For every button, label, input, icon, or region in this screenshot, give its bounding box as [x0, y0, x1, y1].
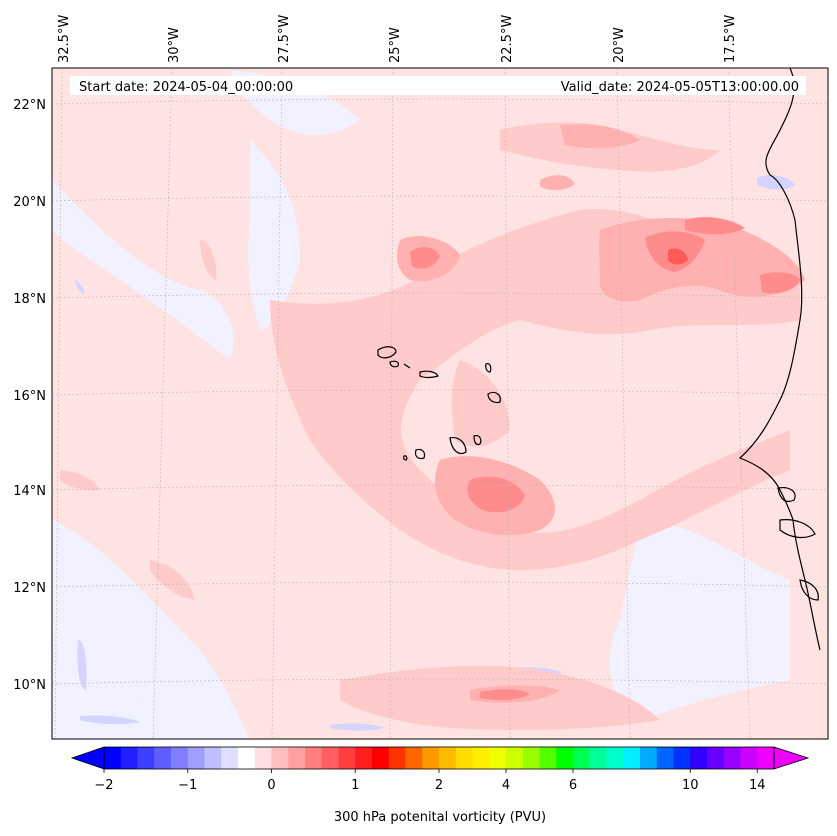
colorbar-segment [573, 747, 591, 769]
latitude-tick-labels: 22°N 20°N 18°N 16°N 14°N 12°N 10°N [13, 98, 46, 693]
colorbar-tick-label: 6 [569, 778, 577, 793]
colorbar-segment [489, 747, 507, 769]
colorbar-extend-low [70, 746, 105, 770]
colorbar-segment [254, 747, 272, 769]
lon-tick-label: 27.5°W [277, 15, 292, 63]
colorbar-tick-label: −2 [94, 778, 113, 793]
colorbar-segment [120, 747, 138, 769]
colorbar-segment [640, 747, 658, 769]
colorbar-segment [539, 747, 557, 769]
lon-tick-label: 25°W [388, 27, 403, 63]
colorbar-segment [690, 747, 708, 769]
map-border [51, 67, 829, 740]
colorbar-segment [137, 747, 155, 769]
colorbar [70, 746, 810, 770]
lat-tick-label: 12°N [13, 581, 46, 596]
lon-tick-label: 32.5°W [57, 15, 72, 63]
colorbar-segment [338, 747, 356, 769]
lon-tick-label: 20°W [612, 27, 627, 63]
start-date-label: Start date: 2024-05-04_00:00:00 [79, 80, 293, 95]
colorbar-segment [439, 747, 457, 769]
colorbar-segment [623, 747, 641, 769]
valid-date-label: Valid_date: 2024-05-05T13:00:00.00 [561, 80, 799, 95]
colorbar-tick-label: −1 [178, 778, 197, 793]
colorbar-segment [422, 747, 440, 769]
colorbar-segment [154, 747, 172, 769]
lon-tick-label: 30°W [167, 27, 182, 63]
colorbar-segment [187, 747, 205, 769]
lon-tick-label: 22.5°W [500, 15, 515, 63]
colorbar-segment [372, 747, 390, 769]
lat-tick-label: 10°N [13, 678, 46, 693]
lon-tick-label: 17.5°W [723, 15, 738, 63]
colorbar-tick-labels: −2 −1 0 1 2 4 6 10 14 [94, 769, 766, 793]
colorbar-segment [221, 747, 239, 769]
colorbar-segment [606, 747, 624, 769]
lat-tick-label: 22°N [13, 98, 46, 113]
colorbar-segment [288, 747, 306, 769]
colorbar-segment [472, 747, 490, 769]
colorbar-segment [238, 747, 256, 769]
lat-tick-label: 18°N [13, 292, 46, 307]
colorbar-segment [388, 747, 406, 769]
header-label-box [70, 76, 806, 95]
colorbar-tick-label: 14 [749, 778, 766, 793]
colorbar-segment [589, 747, 607, 769]
colorbar-tick-label: 4 [502, 778, 510, 793]
longitude-tick-labels: 32.5°W 30°W 27.5°W 25°W 22.5°W 20°W 17.5°W [57, 15, 738, 63]
colorbar-tick-label: 1 [351, 778, 359, 793]
colorbar-segment [405, 747, 423, 769]
colorbar-segment [740, 747, 758, 769]
colorbar-segment [355, 747, 373, 769]
colorbar-tick-label: 0 [267, 778, 275, 793]
colorbar-segment [506, 747, 524, 769]
colorbar-tick-label: 2 [435, 778, 443, 793]
colorbar-segment [455, 747, 473, 769]
pv-moderate-positive-areas [397, 124, 805, 703]
colorbar-segment [522, 747, 540, 769]
colorbar-title: 300 hPa potenital vorticity (PVU) [334, 810, 546, 825]
colorbar-segment [556, 747, 574, 769]
colorbar-tick-label: 10 [682, 778, 699, 793]
colorbar-segment [171, 747, 189, 769]
colorbar-segment [757, 747, 775, 769]
colorbar-segment [707, 747, 725, 769]
colorbar-segment [204, 747, 222, 769]
colorbar-segment [104, 747, 122, 769]
colorbar-extend-high [773, 746, 810, 770]
colorbar-segment [271, 747, 289, 769]
colorbar-segment [656, 747, 674, 769]
lat-tick-label: 16°N [13, 389, 46, 404]
pv-peak-areas [668, 248, 688, 265]
lat-tick-label: 20°N [13, 195, 46, 210]
map-panel [52, 68, 828, 739]
colorbar-segment [673, 747, 691, 769]
pv-weak-negative-areas [52, 70, 790, 739]
lat-tick-label: 14°N [13, 484, 46, 499]
coastlines [738, 68, 821, 651]
colorbar-segment [723, 747, 741, 769]
cape-verde-islands [377, 346, 501, 461]
colorbar-segment [321, 747, 339, 769]
graticule [52, 68, 828, 739]
colorbar-segment [305, 747, 323, 769]
